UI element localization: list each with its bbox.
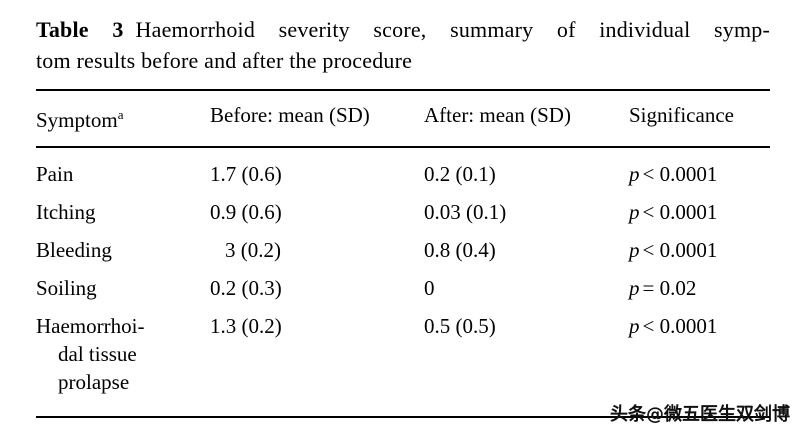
table-row: Soiling 0.2 (0.3) 0 p = 0.02 — [36, 274, 770, 312]
table-body: Pain 1.7 (0.6) 0.2 (0.1) p < 0.0001 Itchi… — [36, 148, 770, 406]
cell-significance: p < 0.0001 — [629, 312, 770, 396]
p-value: < 0.0001 — [642, 200, 718, 224]
header-significance: Significance — [629, 103, 734, 127]
p-symbol: p — [629, 162, 640, 186]
cell-symptom: Soiling — [36, 276, 97, 300]
cell-before: 0.2 (0.3) — [210, 276, 282, 300]
cell-before: 3 (0.2) — [225, 238, 281, 262]
cell-symptom: Itching — [36, 200, 96, 224]
p-symbol: p — [629, 200, 640, 224]
p-value: < 0.0001 — [642, 162, 718, 186]
cell-significance: p < 0.0001 — [629, 236, 770, 264]
p-symbol: p — [629, 314, 640, 338]
cell-symptom: Haemorrhoi- dal tissue prolapse — [36, 314, 145, 394]
cell-significance: p < 0.0001 — [629, 198, 770, 226]
table-number-label: Table 3 — [36, 17, 124, 42]
table-row: Bleeding 3 (0.2) 0.8 (0.4) p < 0.0001 — [36, 236, 770, 274]
cell-before: 1.3 (0.2) — [210, 314, 282, 338]
p-symbol: p — [629, 276, 640, 300]
table-header-row: Symptoma Before: mean (SD) After: mean (… — [36, 91, 770, 146]
cell-significance: p = 0.02 — [629, 274, 770, 302]
cell-symptom: Bleeding — [36, 238, 112, 262]
cell-after: 0.5 (0.5) — [424, 314, 496, 338]
table-top-rule — [36, 89, 770, 91]
cell-before: 0.9 (0.6) — [210, 200, 282, 224]
table-row: Pain 1.7 (0.6) 0.2 (0.1) p < 0.0001 — [36, 160, 770, 198]
symptom-footnote-marker: a — [117, 107, 124, 122]
table-caption: Table 3 Haemorrhoid severity score, summa… — [36, 14, 770, 76]
cell-significance: p < 0.0001 — [629, 160, 770, 188]
table-caption-line1: Table 3 Haemorrhoid severity score, summa… — [36, 14, 770, 45]
caption-text-line1: Haemorrhoid severity score, summary of i… — [135, 17, 770, 42]
cell-after: 0.8 (0.4) — [424, 238, 496, 262]
table-header-rule — [36, 146, 770, 148]
cell-symptom: Pain — [36, 162, 74, 186]
cell-before: 1.7 (0.6) — [210, 162, 282, 186]
table-row: Haemorrhoi- dal tissue prolapse 1.3 (0.2… — [36, 312, 770, 406]
header-before: Before: mean (SD) — [210, 103, 370, 127]
cell-after: 0.2 (0.1) — [424, 162, 496, 186]
p-value: < 0.0001 — [642, 314, 718, 338]
p-value: < 0.0001 — [642, 238, 718, 262]
watermark-text: 头条@微五医生双剑博 — [610, 404, 790, 425]
table-row: Itching 0.9 (0.6) 0.03 (0.1) p < 0.0001 — [36, 198, 770, 236]
header-symptom: Symptoma — [36, 107, 124, 132]
cell-after: 0 — [424, 276, 435, 300]
cell-after: 0.03 (0.1) — [424, 200, 507, 224]
p-value: = 0.02 — [642, 276, 697, 300]
header-after: After: mean (SD) — [424, 103, 571, 127]
table-bottom-rule — [36, 416, 770, 418]
p-symbol: p — [629, 238, 640, 262]
caption-text-line2: tom results before and after the procedu… — [36, 48, 413, 73]
